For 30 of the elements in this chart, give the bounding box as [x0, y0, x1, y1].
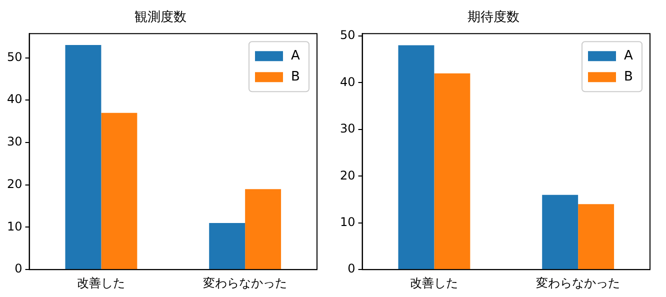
- y-tick-label: 20: [340, 168, 356, 182]
- x-tick-label: 改善した: [410, 276, 458, 290]
- y-tick-label: 30: [6, 134, 22, 149]
- y-tick-label: 40: [340, 74, 356, 89]
- bar: [578, 204, 614, 270]
- y-tick-label: 10: [6, 219, 22, 234]
- bar: [542, 194, 578, 270]
- chart-title: 期待度数: [468, 9, 520, 26]
- bar: [209, 222, 246, 270]
- x-tick-label: 変わらなかった: [203, 276, 288, 290]
- bar: [65, 45, 102, 270]
- bar: [101, 112, 138, 270]
- y-tick-label: 40: [6, 92, 22, 106]
- chart-title: 観測度数: [134, 9, 186, 26]
- x-tick-label: 変わらなかった: [536, 276, 620, 290]
- y-tick-label: 10: [340, 214, 356, 229]
- bar: [434, 73, 470, 270]
- bar: [398, 45, 434, 270]
- y-tick-label: 0: [348, 262, 356, 276]
- legend-label: A: [624, 48, 633, 64]
- bar: [245, 189, 282, 270]
- legend-label: B: [291, 69, 300, 84]
- x-tick-label: 改善した: [77, 276, 126, 290]
- y-tick-label: 30: [340, 122, 356, 136]
- legend-label: B: [624, 69, 633, 84]
- y-tick-label: 50: [6, 50, 22, 64]
- y-tick-label: 20: [6, 176, 22, 191]
- y-tick-label: 0: [14, 262, 22, 276]
- y-tick-label: 50: [340, 28, 356, 42]
- legend-label: A: [291, 48, 300, 64]
